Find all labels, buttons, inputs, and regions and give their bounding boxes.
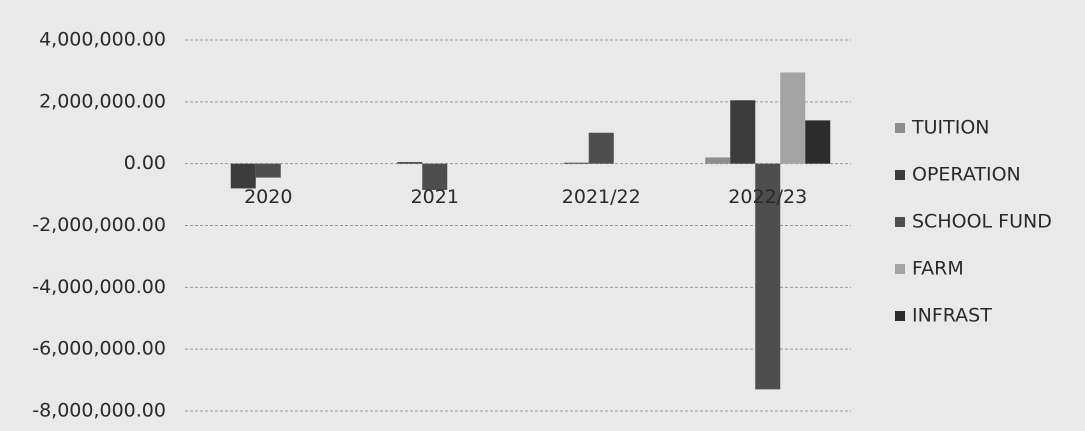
y-tick-label: 4,000,000.00 (39, 29, 166, 51)
y-tick-label: -4,000,000.00 (32, 276, 166, 298)
legend-swatch (895, 123, 905, 133)
bar (422, 163, 448, 190)
bar (588, 132, 614, 164)
bar (230, 163, 256, 189)
legend-swatch (895, 170, 905, 180)
x-tick-label: 2021 (411, 186, 459, 208)
legend-label: INFRAST (912, 305, 992, 327)
bar (755, 163, 781, 390)
y-tick-label: -2,000,000.00 (32, 214, 166, 236)
bar (730, 100, 756, 164)
legend-swatch (895, 311, 905, 321)
y-tick-label: 0.00 (124, 152, 166, 174)
bar (563, 162, 589, 164)
bar (705, 157, 731, 164)
legend-swatch (895, 264, 905, 274)
x-tick-label: 2022/23 (728, 186, 807, 208)
y-tick-label: -8,000,000.00 (32, 400, 166, 422)
bar (255, 163, 281, 178)
x-tick-label: 2020 (244, 186, 292, 208)
legend-swatch (895, 217, 905, 227)
legend-label: TUITION (911, 117, 990, 139)
bar (780, 72, 806, 164)
bar (397, 162, 423, 164)
y-tick-label: 2,000,000.00 (39, 90, 166, 112)
legend-label: SCHOOL FUND (912, 211, 1052, 233)
legend-label: FARM (912, 258, 964, 280)
bar (805, 120, 831, 164)
x-tick-label: 2021/22 (562, 186, 641, 208)
legend-label: OPERATION (912, 164, 1021, 186)
y-tick-label: -6,000,000.00 (32, 338, 166, 360)
